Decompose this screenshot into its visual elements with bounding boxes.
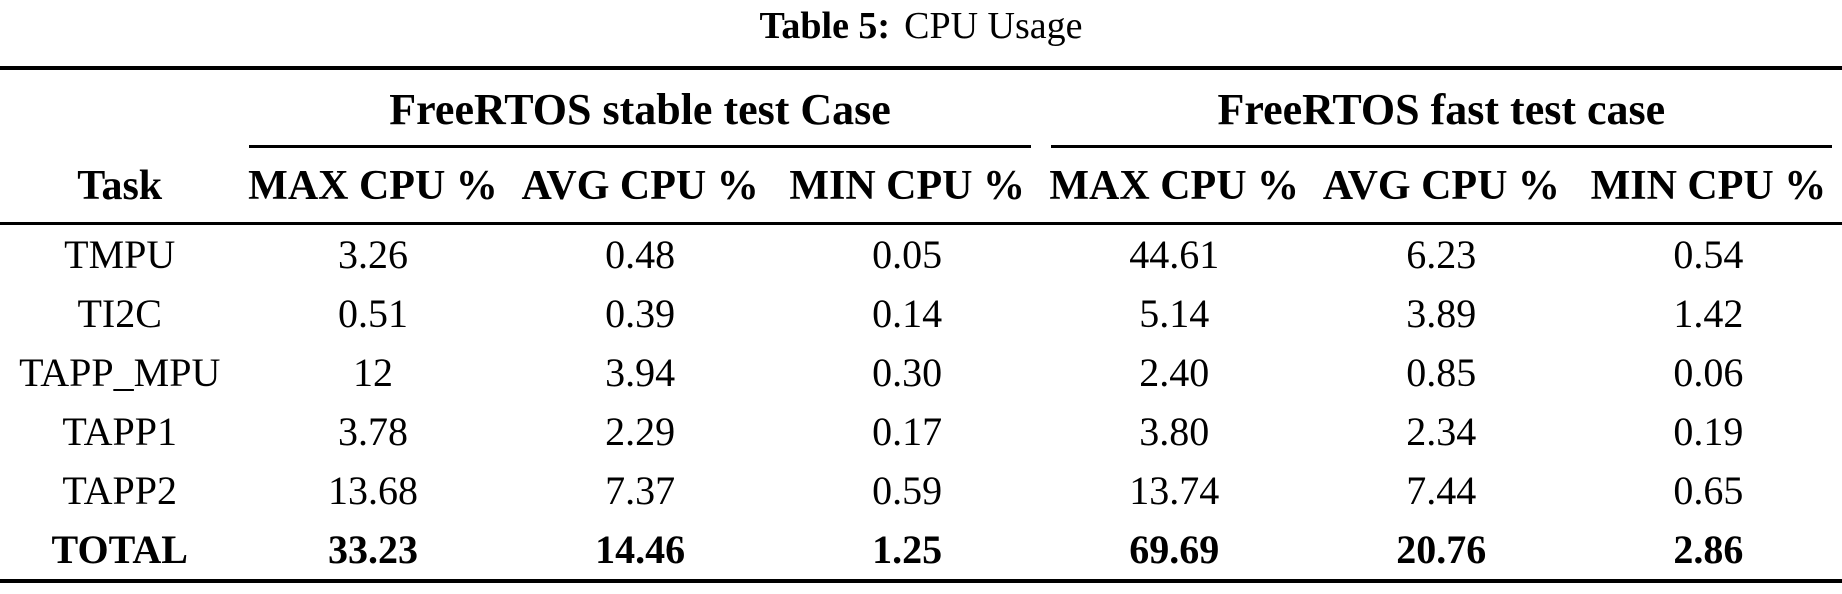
- table-cell: 0.17: [872, 409, 943, 454]
- column-header-stable-max: MAX CPU %: [239, 148, 507, 225]
- table-cell: 33.23: [327, 527, 418, 572]
- table-cell: 0.30: [872, 350, 943, 395]
- table-cell: 0.48: [605, 232, 676, 277]
- table-caption: Table 5: CPU Usage: [0, 0, 1842, 48]
- table-cell: 5.14: [1139, 291, 1210, 336]
- table-cell: 13.74: [1129, 468, 1220, 513]
- task-cell: TAPP_MPU: [19, 350, 221, 395]
- table-cell: 3.78: [337, 409, 408, 454]
- column-header-row: Task MAX CPU % AVG CPU % MIN CPU % MAX C…: [0, 148, 1842, 225]
- table-cell: 2.86: [1673, 527, 1744, 572]
- table-cell: 6.23: [1406, 232, 1477, 277]
- table-cell: 7.37: [605, 468, 676, 513]
- table-cell: 13.68: [327, 468, 418, 513]
- table-row-tapp2: TAPP2 13.68 7.37 0.59 13.74 7.44 0.65: [0, 461, 1842, 520]
- table-cell: 0.85: [1406, 350, 1477, 395]
- table-cell: 0.65: [1673, 468, 1744, 513]
- column-header-fast-avg: AVG CPU %: [1307, 148, 1575, 225]
- group-header-fast-label: FreeRTOS fast test case: [1050, 86, 1832, 148]
- table-cell: 0.59: [872, 468, 943, 513]
- cpu-usage-table: FreeRTOS stable test Case FreeRTOS fast …: [0, 66, 1842, 583]
- group-header-row: FreeRTOS stable test Case FreeRTOS fast …: [0, 68, 1842, 148]
- table-caption-label: Table 5:: [759, 5, 891, 47]
- table-caption-text: CPU Usage: [904, 5, 1083, 47]
- group-header-fast: FreeRTOS fast test case: [1041, 68, 1842, 148]
- column-header-stable-min: MIN CPU %: [773, 148, 1041, 225]
- table-cell: 0.19: [1673, 409, 1744, 454]
- table-cell: 7.44: [1406, 468, 1477, 513]
- table-cell: 0.05: [872, 232, 943, 277]
- table-row-tapp1: TAPP1 3.78 2.29 0.17 3.80 2.34 0.19: [0, 402, 1842, 461]
- group-header-stable: FreeRTOS stable test Case: [239, 68, 1040, 148]
- table-cell: 12: [352, 350, 393, 395]
- table-cell: 0.54: [1673, 232, 1744, 277]
- table-cell: 69.69: [1129, 527, 1220, 572]
- table-cell: 1.42: [1673, 291, 1744, 336]
- group-header-stable-label: FreeRTOS stable test Case: [249, 86, 1031, 148]
- table-cell: 2.34: [1406, 409, 1477, 454]
- column-header-stable-avg: AVG CPU %: [506, 148, 774, 225]
- group-header-spacer: [0, 68, 239, 148]
- table-row-ti2c: TI2C 0.51 0.39 0.14 5.14 3.89 1.42: [0, 284, 1842, 343]
- column-header-fast-max: MAX CPU %: [1040, 148, 1308, 225]
- task-cell: TI2C: [77, 291, 162, 336]
- table-cell: 44.61: [1129, 232, 1220, 277]
- table-row-tmpu: TMPU 3.26 0.48 0.05 44.61 6.23 0.54: [0, 224, 1842, 285]
- table-cell: 20.76: [1396, 527, 1487, 572]
- table-cell: 3.89: [1406, 291, 1477, 336]
- table-cell: 2.40: [1139, 350, 1210, 395]
- table-cell: 2.29: [605, 409, 676, 454]
- table-cell: 0.06: [1673, 350, 1744, 395]
- table-cell: 1.25: [872, 527, 943, 572]
- table-row-total: TOTAL 33.23 14.46 1.25 69.69 20.76 2.86: [0, 520, 1842, 581]
- table-cell: 0.14: [872, 291, 943, 336]
- column-header-fast-min: MIN CPU %: [1574, 148, 1842, 225]
- table-cell: 14.46: [595, 527, 686, 572]
- table-cell: 3.80: [1139, 409, 1210, 454]
- task-cell: TMPU: [64, 232, 176, 277]
- task-cell: TAPP1: [62, 409, 178, 454]
- task-cell: TAPP2: [62, 468, 178, 513]
- table-cell: 0.51: [337, 291, 408, 336]
- column-header-task: Task: [0, 148, 240, 225]
- table-cell: 3.26: [337, 232, 408, 277]
- table-cell: 3.94: [605, 350, 676, 395]
- task-cell: TOTAL: [51, 527, 188, 572]
- table-row-tapp-mpu: TAPP_MPU 12 3.94 0.30 2.40 0.85 0.06: [0, 343, 1842, 402]
- table-cell: 0.39: [605, 291, 676, 336]
